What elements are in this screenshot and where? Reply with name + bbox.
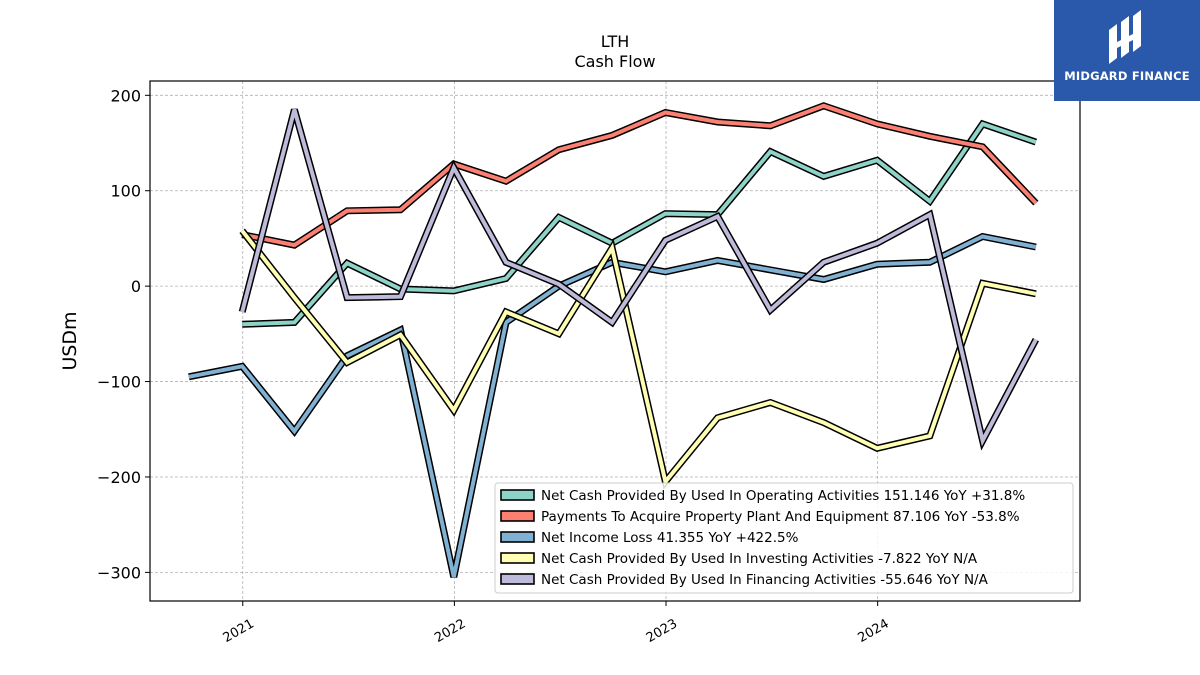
y-tick-label: 200	[110, 86, 141, 105]
legend-box	[494, 482, 1074, 594]
midgard-finance-logo: MIDGARD FINANCE	[1054, 0, 1200, 101]
legend: Net Cash Provided By Used In Operating A…	[494, 482, 1074, 594]
x-tick-label: 2023	[644, 616, 680, 646]
y-tick-label: 0	[131, 277, 141, 296]
logo-text: MIDGARD FINANCE	[1064, 69, 1190, 83]
plot-frame	[149, 80, 1081, 602]
y-axis-label: USDm	[59, 311, 81, 370]
legend-label: Payments To Acquire Property Plant And E…	[541, 509, 1020, 525]
series-line-outline	[238, 108, 1039, 451]
legend-swatch	[500, 510, 535, 522]
legend-swatch	[500, 573, 535, 585]
series-line	[240, 109, 1038, 447]
series-lines	[188, 102, 1039, 578]
y-tick-label: −200	[97, 468, 141, 487]
legend-swatch	[500, 489, 535, 501]
x-axis: 2021 2022 2023 2024	[221, 601, 892, 646]
legend-label: Net Cash Provided By Used In Financing A…	[541, 572, 989, 588]
series-line	[241, 103, 1038, 248]
y-tick-label: −300	[97, 563, 141, 582]
legend-swatch	[500, 531, 535, 543]
series-line	[240, 229, 1037, 487]
x-tick-label: 2021	[221, 616, 257, 646]
legend-label: Net Income Loss 41.355 YoY +422.5%	[541, 530, 799, 546]
x-tick-label: 2022	[432, 616, 468, 646]
chart-title: LTH	[601, 32, 630, 51]
legend-swatch	[500, 552, 535, 564]
y-tick-label: 100	[110, 182, 141, 201]
series-line	[242, 121, 1037, 327]
legend-label: Net Cash Provided By Used In Investing A…	[541, 551, 978, 567]
chart-subtitle: Cash Flow	[574, 52, 655, 71]
x-tick-label: 2024	[855, 616, 891, 646]
legend-label: Net Cash Provided By Used In Operating A…	[541, 488, 1025, 504]
y-tick-label: −100	[97, 373, 141, 392]
y-axis: 200 100 0 −100 −200 −300	[97, 86, 150, 582]
midgard-logo-icon	[1109, 10, 1141, 64]
